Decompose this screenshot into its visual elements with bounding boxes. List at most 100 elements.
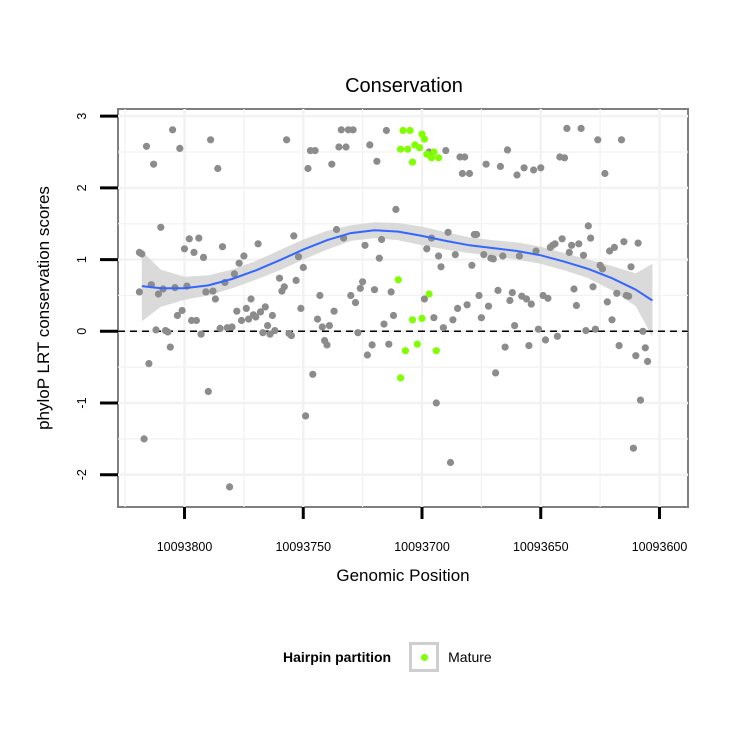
data-point bbox=[259, 329, 267, 337]
data-point bbox=[316, 291, 324, 300]
data-point bbox=[484, 302, 493, 310]
data-point bbox=[378, 235, 386, 244]
x-tick-label: 10093650 bbox=[513, 540, 569, 554]
data-point bbox=[601, 169, 609, 178]
data-point bbox=[439, 324, 447, 332]
mature-point bbox=[406, 126, 414, 135]
data-point bbox=[454, 304, 462, 312]
data-point bbox=[387, 288, 395, 296]
data-point bbox=[584, 222, 592, 230]
data-point bbox=[532, 247, 540, 255]
data-point bbox=[530, 166, 538, 174]
data-point bbox=[603, 298, 611, 306]
data-point bbox=[297, 304, 305, 312]
mature-point bbox=[408, 158, 417, 166]
data-point bbox=[233, 307, 241, 315]
data-point bbox=[515, 252, 524, 260]
mature-point bbox=[397, 145, 405, 153]
data-point bbox=[192, 316, 200, 325]
data-point bbox=[252, 313, 260, 321]
data-point bbox=[449, 316, 457, 324]
data-point bbox=[313, 315, 322, 323]
confidence-band bbox=[141, 222, 653, 337]
data-point bbox=[176, 144, 184, 152]
mature-point bbox=[408, 316, 417, 324]
data-point bbox=[169, 126, 177, 134]
data-point bbox=[435, 252, 443, 260]
mature-point bbox=[399, 126, 407, 135]
data-point bbox=[501, 343, 509, 351]
data-point bbox=[356, 284, 364, 292]
mature-point bbox=[397, 374, 405, 382]
data-point bbox=[226, 483, 234, 491]
data-point bbox=[204, 387, 212, 396]
data-point bbox=[235, 259, 243, 267]
legend-label-mature: Mature bbox=[448, 649, 492, 665]
data-point bbox=[256, 308, 265, 316]
data-point bbox=[389, 311, 398, 320]
data-point bbox=[290, 232, 298, 240]
data-point bbox=[142, 142, 151, 150]
data-point bbox=[166, 343, 174, 351]
data-point bbox=[442, 147, 450, 155]
y-tick-label: 3 bbox=[75, 113, 89, 120]
data-point bbox=[294, 253, 303, 261]
data-point bbox=[477, 314, 485, 322]
data-point bbox=[430, 314, 438, 322]
data-point bbox=[271, 327, 279, 335]
data-point bbox=[627, 263, 635, 271]
data-point bbox=[299, 263, 307, 272]
mature-point bbox=[416, 144, 424, 152]
data-point bbox=[506, 296, 514, 305]
data-point bbox=[570, 285, 578, 293]
data-point bbox=[202, 288, 210, 296]
data-point bbox=[157, 223, 165, 231]
data-point bbox=[558, 235, 566, 243]
data-point bbox=[582, 327, 590, 335]
data-point bbox=[423, 245, 431, 253]
data-point bbox=[230, 270, 238, 278]
data-point bbox=[351, 299, 360, 307]
data-point bbox=[513, 171, 521, 179]
data-point bbox=[245, 315, 253, 323]
data-point bbox=[154, 290, 162, 298]
x-tick-label: 10093600 bbox=[632, 540, 688, 554]
data-point bbox=[551, 240, 559, 248]
data-point bbox=[475, 291, 483, 300]
data-point bbox=[598, 265, 607, 273]
data-point bbox=[349, 126, 357, 134]
data-point bbox=[199, 253, 208, 261]
data-point bbox=[354, 329, 362, 337]
mature-point bbox=[420, 135, 428, 143]
data-point bbox=[242, 304, 250, 312]
data-point bbox=[164, 328, 172, 336]
data-point bbox=[173, 311, 181, 320]
legend: Hairpin partition Mature bbox=[283, 638, 492, 676]
data-point bbox=[392, 205, 400, 213]
data-point bbox=[613, 289, 621, 297]
data-point bbox=[544, 294, 552, 302]
y-axis-label: phyloP LRT conservation scores bbox=[34, 186, 53, 430]
data-point bbox=[489, 255, 497, 263]
mature-point bbox=[430, 148, 438, 156]
y-tick-label: -1 bbox=[75, 397, 89, 408]
data-point bbox=[468, 261, 476, 269]
data-point bbox=[508, 289, 516, 297]
y-tick-label: 0 bbox=[75, 328, 89, 335]
data-point bbox=[323, 341, 331, 349]
data-point bbox=[520, 164, 528, 172]
data-point bbox=[380, 320, 388, 328]
data-point bbox=[190, 248, 198, 256]
data-point bbox=[152, 326, 160, 334]
gridlines bbox=[118, 109, 688, 507]
plot-background bbox=[117, 108, 689, 508]
data-point bbox=[342, 143, 350, 151]
smooth-line bbox=[141, 229, 653, 302]
data-point bbox=[211, 295, 219, 303]
data-point bbox=[197, 330, 205, 338]
data-point bbox=[587, 234, 595, 242]
data-point bbox=[610, 243, 619, 251]
data-point bbox=[572, 301, 581, 310]
data-point bbox=[247, 295, 255, 303]
data-point bbox=[437, 263, 445, 271]
